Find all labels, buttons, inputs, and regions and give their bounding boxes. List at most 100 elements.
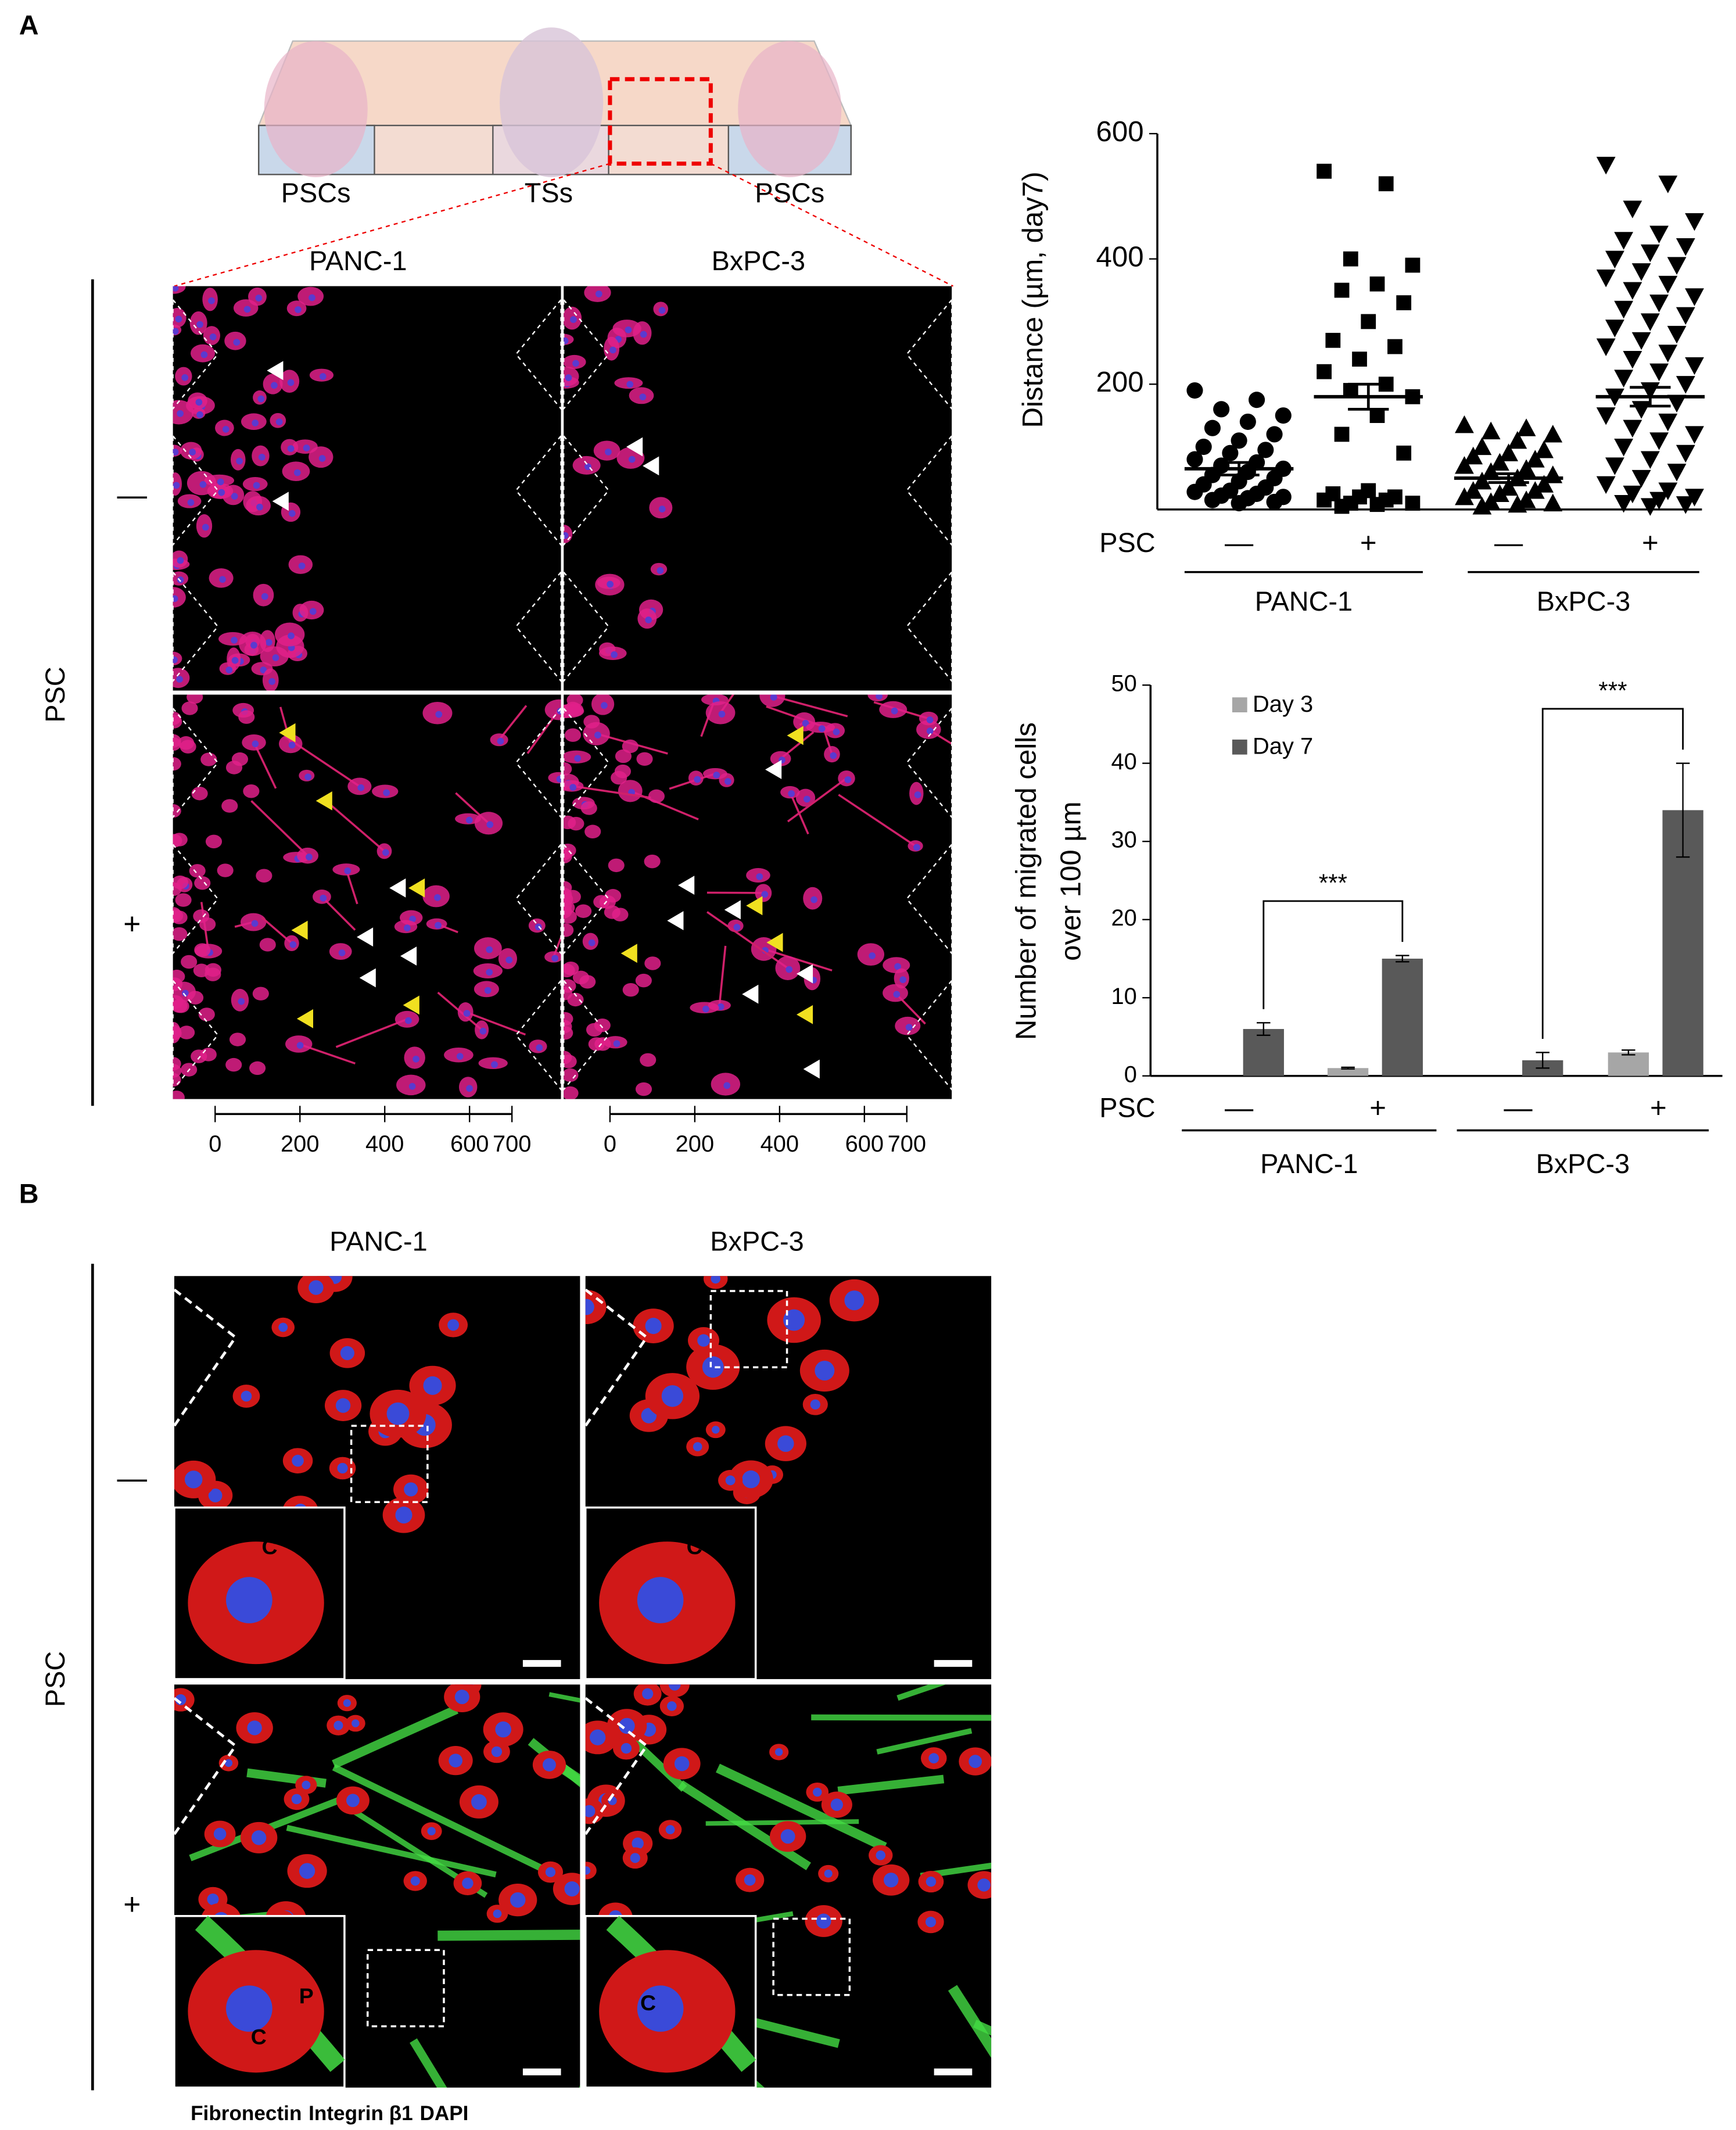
point bbox=[1596, 269, 1616, 288]
y-tick-label: 30 bbox=[1111, 827, 1137, 853]
nucleus bbox=[926, 727, 934, 734]
nucleus bbox=[785, 966, 793, 973]
nucleus bbox=[238, 998, 245, 1005]
nucleus bbox=[713, 772, 720, 779]
nucleus bbox=[177, 410, 184, 417]
error-bar bbox=[1676, 762, 1690, 858]
cell bbox=[636, 752, 653, 766]
nucleus bbox=[209, 334, 217, 340]
nucleus bbox=[601, 702, 608, 709]
nucleus bbox=[275, 418, 283, 425]
nucleus bbox=[222, 426, 229, 433]
point bbox=[1631, 401, 1651, 419]
nucleus bbox=[265, 639, 272, 646]
cell bbox=[181, 701, 198, 715]
y-tick-label: 50 bbox=[1111, 671, 1137, 697]
nucleus bbox=[298, 562, 306, 569]
nucleus bbox=[435, 921, 442, 929]
arrowhead bbox=[389, 878, 406, 898]
cell-process bbox=[498, 705, 528, 741]
nucleus bbox=[545, 1867, 556, 1877]
cell bbox=[173, 833, 188, 847]
point bbox=[1204, 419, 1221, 436]
cell bbox=[243, 784, 260, 798]
cell bbox=[238, 710, 255, 724]
point bbox=[1334, 426, 1350, 442]
nucleus bbox=[181, 374, 189, 381]
zoom-box bbox=[366, 1949, 445, 2028]
nucleus bbox=[177, 576, 184, 583]
point bbox=[1186, 451, 1203, 468]
nucleus bbox=[173, 328, 179, 335]
arrowhead bbox=[408, 878, 425, 898]
nucleus bbox=[231, 657, 239, 664]
fibronectin-fiber bbox=[973, 2020, 992, 2036]
cell bbox=[173, 756, 181, 771]
pillar bbox=[515, 299, 561, 410]
nucleus bbox=[257, 395, 265, 403]
arrowhead bbox=[279, 723, 296, 743]
nucleus bbox=[196, 321, 203, 328]
chamber-label: TSs bbox=[525, 178, 573, 208]
point bbox=[1685, 489, 1704, 507]
fibronectin-fiber bbox=[332, 1705, 459, 1769]
nucleus bbox=[725, 1475, 736, 1486]
nucleus bbox=[340, 1346, 354, 1360]
point bbox=[1231, 494, 1247, 512]
point bbox=[1378, 176, 1394, 192]
nucleus bbox=[876, 694, 883, 700]
pillar bbox=[564, 571, 610, 682]
x-tick-label: — bbox=[1504, 1092, 1533, 1124]
arrowhead bbox=[787, 726, 804, 745]
nucleus bbox=[645, 616, 652, 623]
nucleus bbox=[830, 752, 837, 759]
nucleus bbox=[802, 719, 809, 727]
nucleus bbox=[697, 1334, 710, 1347]
row-title: PSC bbox=[40, 1651, 70, 1707]
nucleus bbox=[309, 608, 317, 615]
nucleus bbox=[564, 337, 569, 345]
cell bbox=[585, 1290, 607, 1324]
point bbox=[1516, 418, 1536, 436]
nucleus bbox=[783, 1309, 805, 1331]
x-tick-label: + bbox=[1650, 1092, 1667, 1124]
nucleus bbox=[590, 1729, 606, 1745]
nucleus bbox=[640, 331, 647, 338]
cell-process bbox=[250, 800, 309, 856]
cell bbox=[173, 1073, 181, 1087]
nucleus bbox=[926, 716, 934, 723]
cell bbox=[564, 1020, 572, 1034]
y-tick-label: 0 bbox=[1124, 1062, 1137, 1087]
fibronectin-fiber bbox=[332, 1764, 543, 1871]
fibronectin-fiber bbox=[716, 1763, 887, 1852]
nucleus bbox=[869, 952, 876, 959]
cell bbox=[567, 702, 584, 717]
sem-bar bbox=[1218, 461, 1260, 476]
nucleus bbox=[295, 306, 302, 313]
point bbox=[1649, 432, 1669, 450]
point bbox=[1490, 453, 1509, 471]
nucleus bbox=[775, 1748, 783, 1756]
pillar bbox=[515, 435, 561, 546]
nucleus bbox=[423, 1376, 442, 1395]
fibronectin-fiber bbox=[896, 1684, 946, 1701]
point bbox=[1649, 363, 1669, 382]
cell bbox=[178, 736, 195, 750]
point bbox=[1667, 257, 1687, 275]
inset-label: C bbox=[687, 1534, 702, 1559]
cell bbox=[585, 1862, 597, 1880]
point bbox=[1186, 483, 1203, 500]
nucleus bbox=[447, 1319, 460, 1331]
bar bbox=[1608, 1052, 1649, 1076]
fibronectin-fiber bbox=[437, 1930, 580, 1941]
pillar bbox=[564, 843, 610, 955]
cell bbox=[564, 1068, 579, 1082]
point bbox=[1667, 325, 1687, 344]
point bbox=[1455, 487, 1474, 505]
nucleus bbox=[925, 1916, 937, 1928]
cell bbox=[564, 1086, 579, 1099]
cell bbox=[583, 715, 600, 729]
column-title: PANC-1 bbox=[329, 1226, 427, 1256]
pillar bbox=[564, 979, 610, 1091]
cell-process bbox=[706, 911, 788, 969]
